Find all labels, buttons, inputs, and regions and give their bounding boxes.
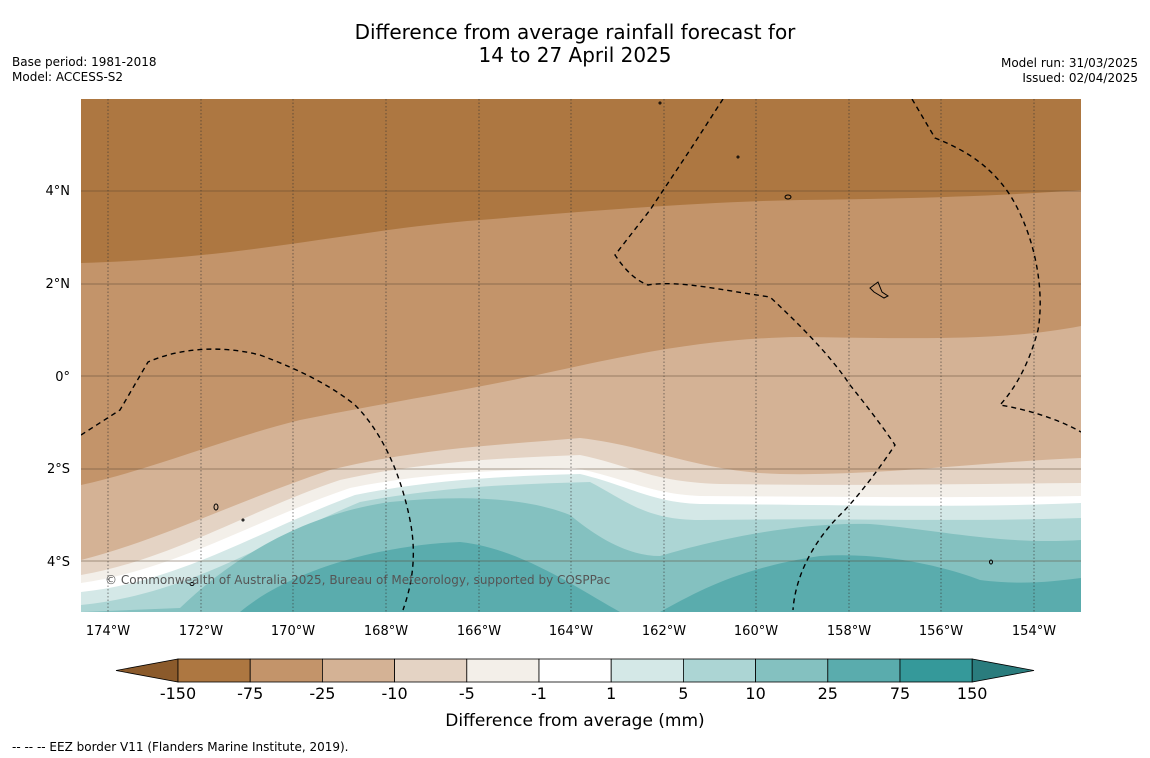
lat-tick-label: 0° <box>55 370 70 385</box>
rainfall-bands <box>81 99 1081 612</box>
band-wet-25-east <box>660 555 1081 612</box>
island-outline <box>189 582 195 586</box>
model-run-text: Model run: 31/03/2025 <box>1000 56 1138 70</box>
lat-tick-label: 4°S <box>47 555 70 570</box>
model-text: Model: ACCESS-S2 <box>12 70 124 84</box>
map-title-line1: Difference from average rainfall forecas… <box>354 20 796 44</box>
colorbar-swatch <box>466 658 540 683</box>
colorbar-swatch <box>755 658 829 683</box>
eez-border-east <box>911 99 1081 433</box>
colorbar-extend-low <box>115 658 179 683</box>
colorbar-tick-label: -75 <box>237 684 263 703</box>
latitude-gridlines <box>81 190 1081 562</box>
colorbar-swatch <box>177 658 251 683</box>
lon-tick-label: 162°W <box>642 624 686 639</box>
longitude-gridlines <box>107 99 1035 612</box>
lon-tick-label: 156°W <box>919 624 963 639</box>
band-wet-25-west <box>240 542 620 612</box>
copyright-text: © Commonwealth of Australia 2025, Bureau… <box>105 573 610 587</box>
latitude-tick-labels: 4°N 2°N 0° 2°S 4°S <box>46 184 71 570</box>
colorbar-tick-label: -10 <box>382 684 408 703</box>
lat-tick-label: 2°S <box>47 462 70 477</box>
colorbar-swatch <box>827 658 901 683</box>
colorbar-extend-high <box>971 658 1035 683</box>
island-outline <box>989 559 993 565</box>
island-outline <box>658 101 662 105</box>
colorbar-tick-label: 10 <box>745 684 765 703</box>
colorbar-tick-label: -150 <box>160 684 196 703</box>
colorbar-tick-label: -25 <box>309 684 335 703</box>
lat-tick-label: 2°N <box>46 277 71 292</box>
lon-tick-label: 160°W <box>734 624 778 639</box>
colorbar-swatch <box>538 658 612 683</box>
colorbar-swatch <box>683 658 757 683</box>
eez-border-central <box>614 99 896 611</box>
longitude-tick-labels: 174°W 172°W 170°W 168°W 166°W 164°W 162°… <box>86 624 1056 639</box>
atoll-outline <box>869 281 889 299</box>
lon-tick-label: 154°W <box>1012 624 1056 639</box>
island-outline <box>213 503 219 511</box>
colorbar-swatch <box>394 658 468 683</box>
lon-tick-label: 166°W <box>457 624 501 639</box>
colorbar-swatch <box>610 658 684 683</box>
lon-tick-label: 172°W <box>179 624 223 639</box>
base-period-text: Base period: 1981-2018 <box>12 55 157 69</box>
map-title-line2: 14 to 27 April 2025 <box>478 43 672 67</box>
eez-footnote: -- -- -- EEZ border V11 (Flanders Marine… <box>12 740 349 754</box>
colorbar-tick-label: 25 <box>818 684 838 703</box>
lon-tick-label: 164°W <box>549 624 593 639</box>
lat-tick-label: 4°N <box>46 184 71 199</box>
colorbar-swatch <box>249 658 323 683</box>
colorbar-swatch <box>321 658 395 683</box>
island-outline <box>241 518 245 522</box>
colorbar-tick-label: 5 <box>678 684 688 703</box>
colorbar-title: Difference from average (mm) <box>445 711 704 731</box>
issued-text: Issued: 02/04/2025 <box>1022 71 1138 85</box>
colorbar-tick-label: -1 <box>531 684 547 703</box>
colorbar-tick-label: 1 <box>606 684 616 703</box>
colorbar-swatch <box>899 658 973 683</box>
meta-left: Base period: 1981-2018 Model: ACCESS-S2 <box>12 55 157 85</box>
colorbar-tick-label: 150 <box>957 684 988 703</box>
island-outline <box>784 194 792 200</box>
colorbar-tick-label: -5 <box>459 684 475 703</box>
meta-right: Model run: 31/03/2025 Issued: 02/04/2025 <box>1001 56 1138 86</box>
lon-tick-label: 158°W <box>827 624 871 639</box>
lon-tick-label: 174°W <box>86 624 130 639</box>
lon-tick-label: 168°W <box>364 624 408 639</box>
colorbar-tick-label: 75 <box>890 684 910 703</box>
colorbar: -150 -75 -25 -10 -5 -1 1 5 10 25 75 150 <box>115 658 1035 703</box>
eez-borders <box>81 99 1081 611</box>
lon-tick-label: 170°W <box>271 624 315 639</box>
island-outline <box>736 155 740 159</box>
islands <box>189 101 993 586</box>
